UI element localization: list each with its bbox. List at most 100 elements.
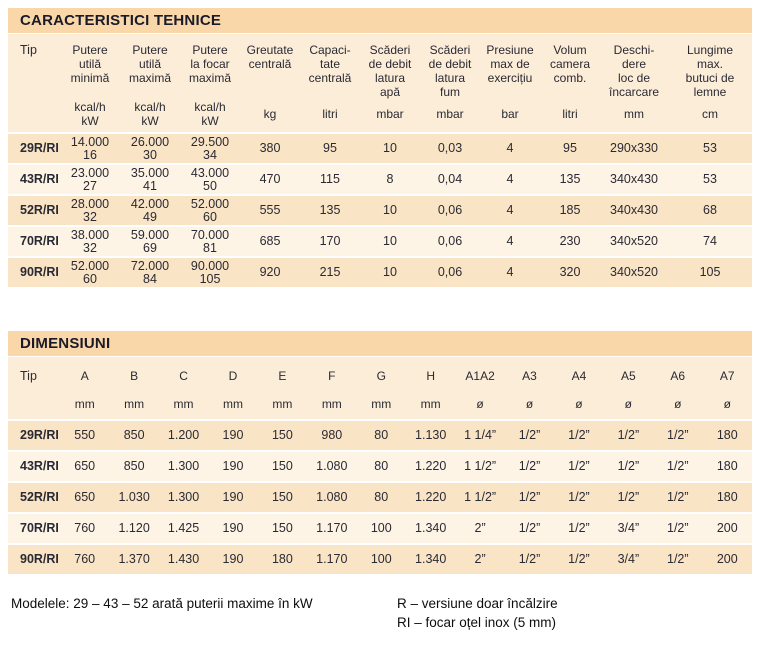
cell: 4 bbox=[480, 194, 540, 225]
cell: 100 bbox=[356, 512, 406, 543]
column-header: Scăderi de debit latura apă bbox=[360, 34, 420, 99]
cell: 1.430 bbox=[158, 543, 209, 574]
cell: 3/4” bbox=[603, 543, 654, 574]
cell: 4 bbox=[480, 225, 540, 256]
column-header: Lungime max. butuci de lemne bbox=[668, 34, 752, 99]
column-unit: mm bbox=[158, 388, 209, 419]
cell: 23.000 27 bbox=[60, 163, 120, 194]
cell: 320 bbox=[540, 256, 600, 287]
column-header: C bbox=[158, 357, 209, 388]
cell: 215 bbox=[300, 256, 360, 287]
cell: 80 bbox=[356, 481, 406, 512]
legend-notes: R – versiune doar încălzire RI – focar o… bbox=[397, 594, 558, 632]
cell: 2” bbox=[455, 512, 505, 543]
dimensiuni-table: Tip A B C D E F G H A1A2 A3 A4 A5 A6 A7 bbox=[8, 357, 752, 574]
cell: 1/2” bbox=[653, 481, 703, 512]
row-tip: 52R/RI bbox=[8, 194, 60, 225]
cell: 1.120 bbox=[109, 512, 159, 543]
cell: 53 bbox=[668, 132, 752, 163]
row-tip: 52R/RI bbox=[8, 481, 60, 512]
cell: 68 bbox=[668, 194, 752, 225]
column-unit: mbar bbox=[420, 99, 480, 132]
cell: 1.130 bbox=[405, 419, 456, 450]
cell: 135 bbox=[300, 194, 360, 225]
cell: 340x430 bbox=[600, 194, 668, 225]
footnotes: Modelele: 29 – 43 – 52 arată puterii max… bbox=[8, 594, 752, 632]
cell: 230 bbox=[540, 225, 600, 256]
table-row: 52R/RI 28.000 32 42.000 49 52.000 60 555… bbox=[8, 194, 752, 225]
table-row: 43R/RI 650 850 1.300 190 150 1.080 80 1.… bbox=[8, 450, 752, 481]
column-unit: litri bbox=[540, 99, 600, 132]
row-tip: 90R/RI bbox=[8, 543, 60, 574]
tip-header: Tip bbox=[8, 357, 60, 419]
cell: 920 bbox=[240, 256, 300, 287]
cell: 100 bbox=[356, 543, 406, 574]
row-tip: 43R/RI bbox=[8, 450, 60, 481]
cell: 1.300 bbox=[158, 481, 209, 512]
table-row: 90R/RI 760 1.370 1.430 190 180 1.170 100… bbox=[8, 543, 752, 574]
cell: 42.000 49 bbox=[120, 194, 180, 225]
cell: 10 bbox=[360, 194, 420, 225]
column-unit: mbar bbox=[360, 99, 420, 132]
column-unit: mm bbox=[60, 388, 110, 419]
cell: 28.000 32 bbox=[60, 194, 120, 225]
cell: 1/2” bbox=[653, 543, 703, 574]
cell: 52.000 60 bbox=[60, 256, 120, 287]
cell: 1.220 bbox=[405, 450, 456, 481]
cell: 72.000 84 bbox=[120, 256, 180, 287]
column-unit: cm bbox=[668, 99, 752, 132]
cell: 1.080 bbox=[307, 450, 357, 481]
cell: 980 bbox=[307, 419, 357, 450]
column-header: Putere la focar maximă bbox=[180, 34, 240, 99]
cell: 1.340 bbox=[405, 543, 456, 574]
cell: 1/2” bbox=[554, 543, 604, 574]
column-header: A3 bbox=[504, 357, 555, 388]
cell: 4 bbox=[480, 256, 540, 287]
cell: 850 bbox=[109, 419, 159, 450]
cell: 1.340 bbox=[405, 512, 456, 543]
column-unit: litri bbox=[300, 99, 360, 132]
cell: 115 bbox=[300, 163, 360, 194]
cell: 1.170 bbox=[307, 543, 357, 574]
table-row: 43R/RI 23.000 27 35.000 41 43.000 50 470… bbox=[8, 163, 752, 194]
cell: 1/2” bbox=[554, 450, 604, 481]
column-header: Deschi- dere loc de încarcare bbox=[600, 34, 668, 99]
cell: 150 bbox=[257, 419, 308, 450]
cell: 470 bbox=[240, 163, 300, 194]
column-unit: mm bbox=[405, 388, 456, 419]
cell: 10 bbox=[360, 256, 420, 287]
cell: 1/2” bbox=[653, 419, 703, 450]
cell: 135 bbox=[540, 163, 600, 194]
caracteristici-title: CARACTERISTICI TEHNICE bbox=[8, 8, 752, 33]
cell: 1.300 bbox=[158, 450, 209, 481]
row-tip: 70R/RI bbox=[8, 512, 60, 543]
table-row: 29R/RI 14.000 16 26.000 30 29.500 34 380… bbox=[8, 132, 752, 163]
caracteristici-units-row: kcal/h kW kcal/h kW kcal/h kW kg litri m… bbox=[8, 99, 752, 132]
cell: 80 bbox=[356, 450, 406, 481]
cell: 10 bbox=[360, 225, 420, 256]
column-unit: mm bbox=[356, 388, 406, 419]
dimensiuni-header-row: Tip A B C D E F G H A1A2 A3 A4 A5 A6 A7 bbox=[8, 357, 752, 419]
cell: 185 bbox=[540, 194, 600, 225]
caracteristici-header-row: Tip Putere utilă minimă Putere utilă max… bbox=[8, 34, 752, 132]
dimensiuni-section: DIMENSIUNI Tip A B C D E F G H A1A2 A bbox=[8, 331, 752, 574]
cell: 685 bbox=[240, 225, 300, 256]
cell: 1/2” bbox=[504, 419, 555, 450]
cell: 1.030 bbox=[109, 481, 159, 512]
column-header: A5 bbox=[603, 357, 654, 388]
ri-note: RI – focar oțel inox (5 mm) bbox=[397, 615, 557, 630]
column-unit: kcal/h kW bbox=[120, 99, 180, 132]
cell: 1/2” bbox=[653, 450, 703, 481]
cell: 150 bbox=[257, 512, 308, 543]
column-header: Capaci- tate centrală bbox=[300, 34, 360, 99]
caracteristici-table: Tip Putere utilă minimă Putere utilă max… bbox=[8, 34, 752, 287]
cell: 1.425 bbox=[158, 512, 209, 543]
column-header: Presiune max de exercițiu bbox=[480, 34, 540, 99]
cell: 74 bbox=[668, 225, 752, 256]
table-row: 90R/RI 52.000 60 72.000 84 90.000 105 92… bbox=[8, 256, 752, 287]
column-header: A6 bbox=[653, 357, 703, 388]
cell: 14.000 16 bbox=[60, 132, 120, 163]
table-row: 70R/RI 760 1.120 1.425 190 150 1.170 100… bbox=[8, 512, 752, 543]
cell: 105 bbox=[668, 256, 752, 287]
row-tip: 70R/RI bbox=[8, 225, 60, 256]
